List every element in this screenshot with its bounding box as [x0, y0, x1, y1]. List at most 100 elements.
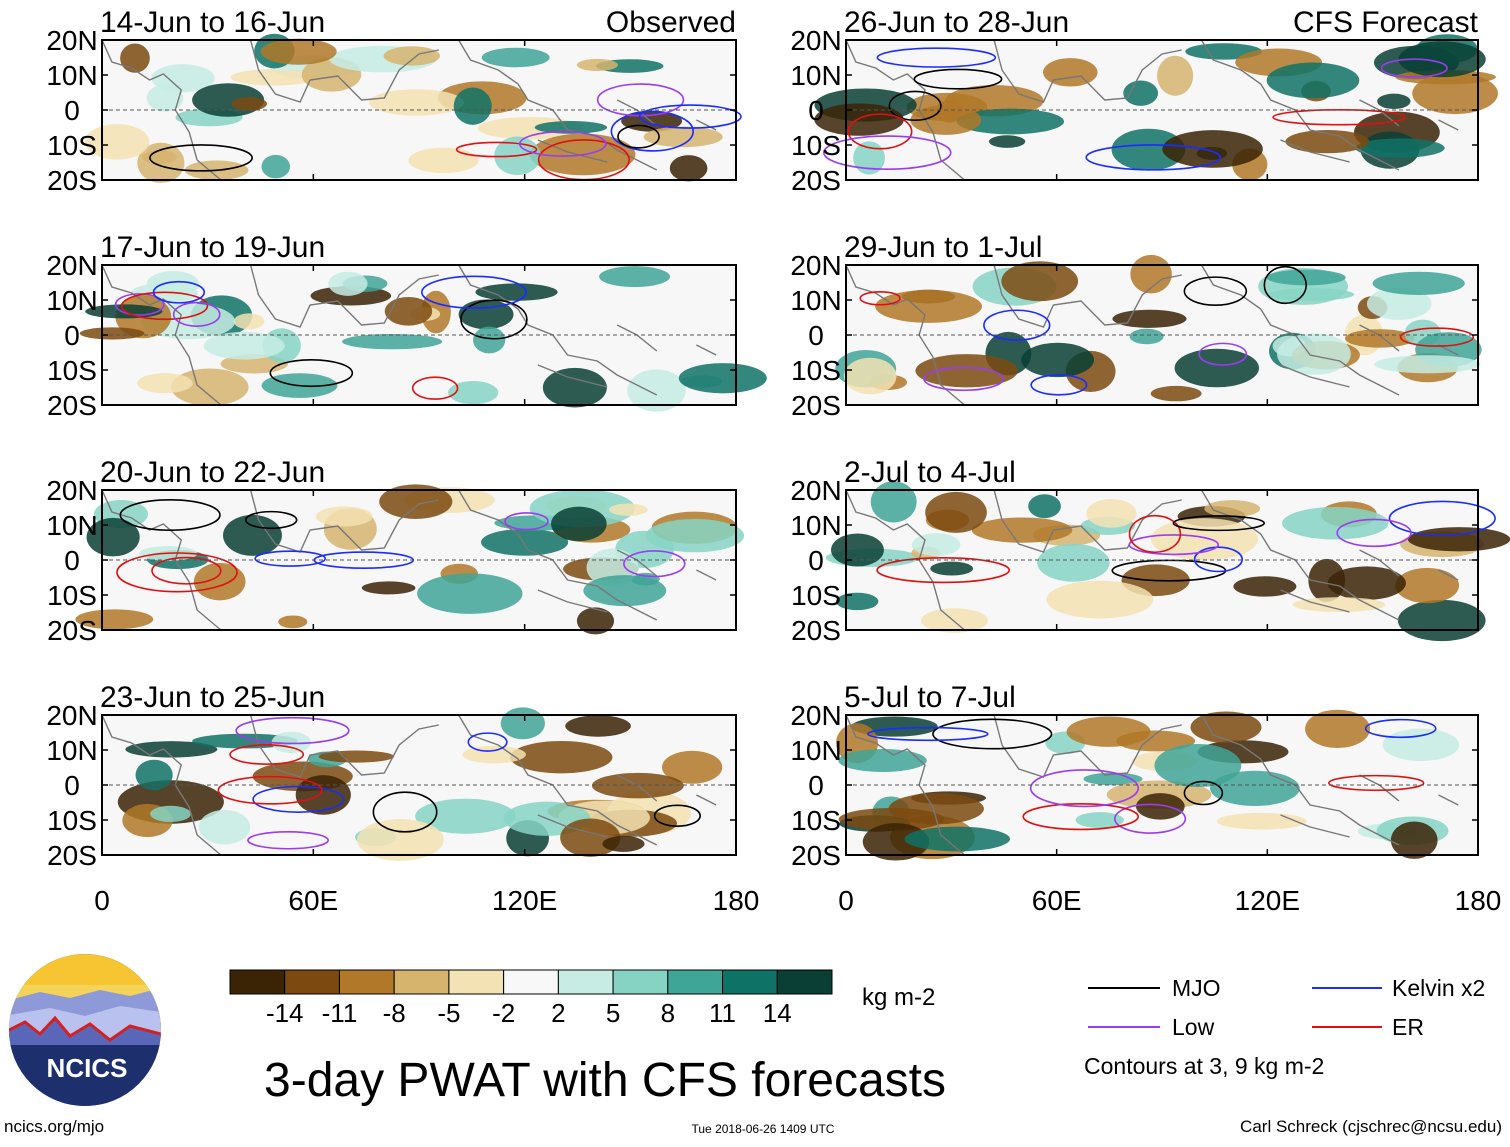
- map-panel-observed-3: 20-Jun to 22-Jun: [75, 456, 745, 635]
- contour-low: [1029, 769, 1140, 808]
- contour-low: [823, 135, 952, 170]
- contour-er: [120, 291, 209, 321]
- contour-kelvin: [1030, 374, 1088, 396]
- contour-er: [1128, 514, 1182, 554]
- contour-kelvin: [610, 111, 694, 152]
- lat-label: 20S: [791, 840, 841, 871]
- legend-er-label: ER: [1392, 1014, 1424, 1040]
- contour-kelvin: [1085, 144, 1222, 171]
- contour-kelvin: [252, 785, 345, 813]
- axis-labels: 20N 10N 0 10S 20S 20N 10N 0 10S 20S 20N 10N 0 10S 20S 2…: [46, 25, 1501, 916]
- footer-credit: Carl Schreck (cjschrec@ncsu.edu): [1240, 1117, 1502, 1136]
- contour-kelvin: [876, 47, 997, 68]
- contour-er: [1022, 803, 1139, 831]
- contour-er: [151, 556, 222, 585]
- colorbar-tick-label: 8: [661, 998, 675, 1028]
- map-panels: 14-Jun to 16-Jun Observed 17-Jun to 19-Jun…: [75, 6, 1510, 861]
- pwat-anomaly-shading: [835, 254, 1482, 402]
- contour-low: [518, 130, 607, 157]
- pwat-anomaly-shading: [79, 266, 767, 412]
- lon-label: 180: [1455, 885, 1502, 916]
- lat-label: 10N: [790, 735, 841, 766]
- contour-kelvin: [1193, 546, 1243, 573]
- lat-label: 10N: [790, 285, 841, 316]
- colorbar: -14 -11 -8 -5 -2 2 5 8 11 14: [229, 969, 833, 1028]
- contour-kelvin: [467, 732, 508, 752]
- contour-er: [859, 290, 901, 306]
- map-panel-forecast-3: 2-Jul to 4-Jul: [825, 456, 1510, 642]
- colorbar-tick-label: -8: [383, 998, 406, 1028]
- lat-label: 10N: [790, 510, 841, 541]
- contour-low: [247, 830, 329, 850]
- map-panel-forecast-1: 26-Jun to 28-Jun CFS Forecast: [814, 6, 1498, 181]
- column-header-forecast: CFS Forecast: [1293, 6, 1479, 39]
- legend-note: Contours at 3, 9 kg m-2: [1084, 1053, 1324, 1079]
- lat-label: 20S: [791, 615, 841, 646]
- colorbar-tick-label: -14: [266, 998, 304, 1028]
- lat-label: 20N: [46, 475, 97, 506]
- contour-low: [923, 366, 1005, 392]
- legend-mjo-label: MJO: [1172, 975, 1221, 1001]
- contour-low: [1336, 518, 1412, 548]
- footer-url[interactable]: ncics.org/mjo: [4, 1117, 104, 1136]
- lat-label: 10S: [47, 580, 97, 611]
- colorbar-tick-label: -5: [437, 998, 460, 1028]
- contour-kelvin: [254, 550, 326, 567]
- contour-kelvin: [1364, 718, 1437, 739]
- contour-mjo: [1172, 515, 1266, 532]
- panel-period-label: 26-Jun to 28-Jun: [844, 6, 1069, 39]
- panel-period-label: 23-Jun to 25-Jun: [100, 681, 325, 714]
- colorbar-tick-label: 2: [551, 998, 565, 1028]
- colorbar-tick-label: -11: [322, 998, 358, 1028]
- lat-label: 0: [808, 545, 824, 576]
- colorbar-swatch: [338, 969, 395, 995]
- lat-label: 10N: [46, 735, 97, 766]
- legend-low-label: Low: [1172, 1014, 1215, 1040]
- map-panel-observed-2: 17-Jun to 19-Jun: [79, 231, 767, 412]
- lat-label: 20S: [47, 390, 97, 421]
- lon-label: 60E: [1032, 885, 1082, 916]
- lon-label: 180: [713, 885, 760, 916]
- lat-label: 10N: [790, 60, 841, 91]
- contour-mjo: [1263, 265, 1307, 305]
- contour-low: [172, 301, 221, 327]
- contour-low: [1114, 803, 1187, 834]
- panel-period-label: 14-Jun to 16-Jun: [100, 6, 325, 39]
- lat-label: 20S: [47, 840, 97, 871]
- contour-er: [1399, 327, 1475, 347]
- contour-legend: MJO Kelvin x2 Low ER Contours at 3, 9 kg…: [1084, 975, 1485, 1079]
- legend-kelvin-label: Kelvin x2: [1392, 975, 1485, 1001]
- colorbar-tick-label: 5: [606, 998, 620, 1028]
- panel-period-label: 5-Jul to 7-Jul: [844, 681, 1016, 714]
- lon-label: 120E: [1235, 885, 1300, 916]
- footer-timestamp: Tue 2018-06-26 1409 UTC: [692, 1122, 835, 1136]
- lat-label: 0: [64, 95, 80, 126]
- ncics-logo[interactable]: NCICS: [9, 954, 161, 1110]
- colorbar-swatch: [448, 969, 505, 995]
- lat-label: 0: [64, 770, 80, 801]
- lon-label: 60E: [288, 885, 338, 916]
- colorbar-swatch: [503, 969, 559, 995]
- colorbar-swatch: [667, 969, 724, 995]
- map-panel-forecast-2: 29-Jun to 1-Jul: [835, 231, 1482, 406]
- panel-period-label: 20-Jun to 22-Jun: [100, 456, 325, 489]
- lat-label: 10S: [791, 805, 841, 836]
- contour-low: [1128, 534, 1219, 556]
- map-panel-observed-4: 23-Jun to 25-Jun: [100, 681, 737, 861]
- colorbar-swatch: [722, 969, 778, 995]
- lat-label: 20S: [791, 390, 841, 421]
- panel-period-label: 17-Jun to 19-Jun: [100, 231, 325, 264]
- contour-er: [229, 744, 305, 765]
- contour-mjo: [269, 358, 354, 388]
- lat-label: 10N: [46, 510, 97, 541]
- lat-label: 0: [808, 320, 824, 351]
- lon-label: 0: [94, 885, 110, 916]
- contour-mjo: [888, 90, 942, 122]
- contour-kelvin: [152, 280, 206, 304]
- contour-low: [1198, 342, 1248, 366]
- contour-low: [114, 293, 165, 316]
- contour-er: [455, 141, 538, 158]
- lat-label: 20N: [46, 25, 97, 56]
- lon-label: 0: [838, 885, 854, 916]
